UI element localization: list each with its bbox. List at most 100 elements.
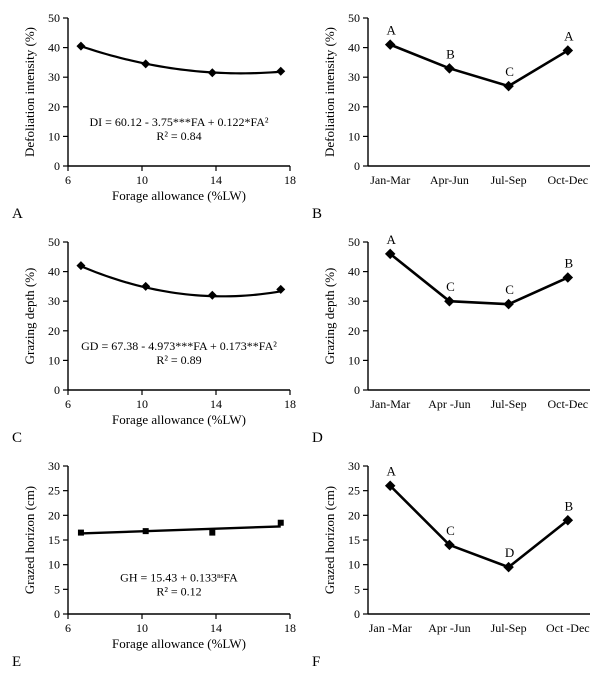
- x-category-label: Apr -Jun: [428, 621, 470, 635]
- point-label: D: [505, 545, 514, 560]
- x-axis-title: Forage allowance (%LW): [112, 412, 246, 427]
- y-tick-label: 20: [48, 324, 60, 338]
- x-category-label: Oct-Dec: [547, 397, 588, 411]
- y-tick-label: 30: [348, 70, 360, 84]
- y-tick-label: 15: [48, 533, 60, 547]
- y-tick-label: 30: [48, 459, 60, 473]
- data-marker: [563, 272, 574, 283]
- y-tick-label: 30: [348, 459, 360, 473]
- chart-svg-F: 051015202530Grazed horizon (cm)Jan -MarA…: [320, 456, 600, 656]
- y-tick-label: 5: [54, 582, 60, 596]
- x-tick-label: 14: [210, 397, 222, 411]
- figure-page: 01020304050Defoliation intensity (%)6101…: [0, 0, 612, 673]
- data-marker: [141, 282, 150, 291]
- panel-label-A: A: [12, 206, 23, 223]
- equation-text: R² = 0.12: [156, 584, 201, 598]
- data-marker: [209, 530, 215, 536]
- y-tick-label: 20: [48, 100, 60, 114]
- point-label: B: [446, 46, 455, 61]
- y-tick-label: 20: [348, 508, 360, 522]
- y-tick-label: 10: [348, 353, 360, 367]
- x-tick-label: 10: [136, 397, 148, 411]
- equation-text: R² = 0.89: [156, 353, 201, 367]
- panel-label-E: E: [12, 654, 21, 671]
- y-tick-label: 0: [354, 383, 360, 397]
- panel-label-D: D: [312, 430, 323, 447]
- chart-svg-E: 051015202530Grazed horizon (cm)6101418Fo…: [20, 456, 300, 656]
- y-tick-label: 10: [48, 353, 60, 367]
- panel-label-F: F: [312, 654, 320, 671]
- y-tick-label: 15: [348, 533, 360, 547]
- y-tick-label: 30: [348, 294, 360, 308]
- y-axis-title: Grazed horizon (cm): [22, 486, 37, 594]
- panel-F: 051015202530Grazed horizon (cm)Jan -MarA…: [320, 456, 600, 656]
- equation-text: GD = 67.38 - 4.973***FA + 0.173**FA²: [81, 339, 277, 353]
- y-tick-label: 20: [348, 100, 360, 114]
- x-category-label: Jan-Mar: [370, 397, 410, 411]
- y-tick-label: 40: [48, 265, 60, 279]
- chart-svg-C: 01020304050Grazing depth (%)6101418Forag…: [20, 232, 300, 432]
- y-tick-label: 40: [348, 41, 360, 55]
- chart-svg-B: 01020304050Defoliation intensity (%)Jan-…: [320, 8, 600, 208]
- data-marker: [76, 261, 85, 270]
- y-tick-label: 25: [348, 484, 360, 498]
- y-tick-label: 50: [348, 235, 360, 249]
- data-marker: [76, 42, 85, 51]
- x-tick-label: 14: [210, 621, 222, 635]
- data-marker: [78, 530, 84, 536]
- x-tick-label: 6: [65, 397, 71, 411]
- y-tick-label: 50: [48, 11, 60, 25]
- x-tick-label: 18: [284, 173, 296, 187]
- data-marker: [444, 63, 455, 74]
- y-tick-label: 50: [348, 11, 360, 25]
- chart-svg-D: 01020304050Grazing depth (%)Jan-MarApr -…: [320, 232, 600, 432]
- panel-E: 051015202530Grazed horizon (cm)6101418Fo…: [20, 456, 300, 656]
- panel-D: 01020304050Grazing depth (%)Jan-MarApr -…: [320, 232, 600, 432]
- x-category-label: Jan-Mar: [370, 173, 410, 187]
- x-tick-label: 6: [65, 173, 71, 187]
- y-tick-label: 20: [348, 324, 360, 338]
- point-label: C: [446, 523, 455, 538]
- panel-A: 0 10 20 30 40 50 Defoliation intensity (%) 6 10 1…: [20, 8, 300, 208]
- x-category-label: Jul-Sep: [491, 397, 527, 411]
- point-label: A: [387, 23, 397, 38]
- y-tick-label: 20: [48, 508, 60, 522]
- panel-C: 01020304050Grazing depth (%)6101418Forag…: [20, 232, 300, 432]
- y-axis-title: Grazing depth (%): [22, 268, 37, 365]
- x-category-label: Jan -Mar: [369, 621, 412, 635]
- panel-label-C: C: [12, 430, 22, 447]
- x-tick-label: 18: [284, 621, 296, 635]
- point-label: C: [446, 279, 455, 294]
- x-tick-label: 18: [284, 397, 296, 411]
- x-category-label: Apr-Jun: [430, 173, 469, 187]
- y-axis-title: Defoliation intensity (%): [322, 27, 337, 157]
- data-marker: [208, 68, 217, 77]
- y-tick-label: 0: [54, 383, 60, 397]
- equation-text: DI = 60.12 - 3.75***FA + 0.122*FA²: [89, 115, 268, 129]
- point-label: C: [505, 64, 514, 79]
- y-tick-label: 10: [48, 129, 60, 143]
- point-label: A: [564, 29, 574, 44]
- point-label: A: [387, 464, 397, 479]
- x-tick-label: 10: [136, 621, 148, 635]
- panel-B: 01020304050Defoliation intensity (%)Jan-…: [320, 8, 600, 208]
- y-tick-label: 40: [348, 265, 360, 279]
- data-marker: [143, 528, 149, 534]
- y-tick-label: 0: [354, 159, 360, 173]
- point-label: B: [564, 256, 573, 271]
- x-tick-label: 14: [210, 173, 222, 187]
- y-axis-title: Defoliation intensity (%): [22, 27, 37, 157]
- y-tick-label: 0: [354, 607, 360, 621]
- data-marker: [503, 299, 513, 310]
- y-tick-label: 40: [48, 41, 60, 55]
- y-axis-title: Grazed horizon (cm): [322, 486, 337, 594]
- y-tick-label: 0: [54, 159, 60, 173]
- point-label: A: [387, 232, 397, 247]
- y-tick-label: 30: [48, 70, 60, 84]
- equation-text: R² = 0.84: [156, 129, 201, 143]
- data-marker: [385, 39, 396, 50]
- y-axis-title: Grazing depth (%): [322, 268, 337, 365]
- point-label: B: [564, 498, 573, 513]
- x-tick-label: 10: [136, 173, 148, 187]
- x-category-label: Jul-Sep: [491, 173, 527, 187]
